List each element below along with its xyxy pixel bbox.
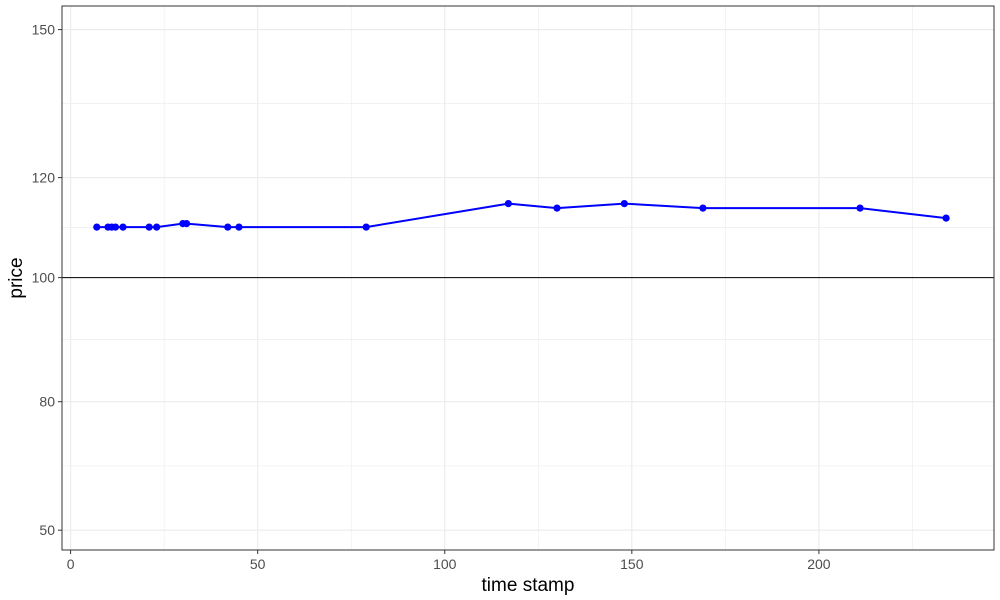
x-tick-label: 0	[67, 556, 75, 572]
data-point	[620, 200, 628, 208]
data-point	[699, 204, 707, 212]
series-layer	[93, 200, 950, 231]
data-point	[235, 223, 243, 231]
data-point	[182, 220, 191, 228]
y-axis-title: price	[6, 257, 27, 298]
data-point	[553, 204, 561, 212]
data-point	[119, 223, 127, 231]
data-point	[93, 223, 101, 231]
x-tick-label: 50	[250, 556, 266, 572]
y-tick-label: 80	[39, 394, 55, 410]
data-point	[145, 223, 153, 231]
data-point	[153, 223, 161, 231]
x-tick-label: 100	[433, 556, 457, 572]
x-axis-title: time stamp	[482, 575, 575, 596]
x-tick-label: 200	[807, 556, 831, 572]
y-tick-label: 120	[32, 170, 56, 186]
data-point	[362, 223, 370, 231]
data-point	[856, 204, 864, 212]
data-point	[111, 223, 120, 231]
y-tick-label: 100	[32, 270, 56, 286]
data-point	[942, 214, 950, 222]
y-tick-label: 150	[32, 22, 56, 38]
data-point	[504, 200, 512, 208]
data-point	[224, 223, 232, 231]
axis-ticks: 50 80 100 120 150 0 50 100 150 200	[32, 22, 831, 572]
x-tick-label: 150	[620, 556, 644, 572]
y-tick-label: 50	[39, 522, 55, 538]
